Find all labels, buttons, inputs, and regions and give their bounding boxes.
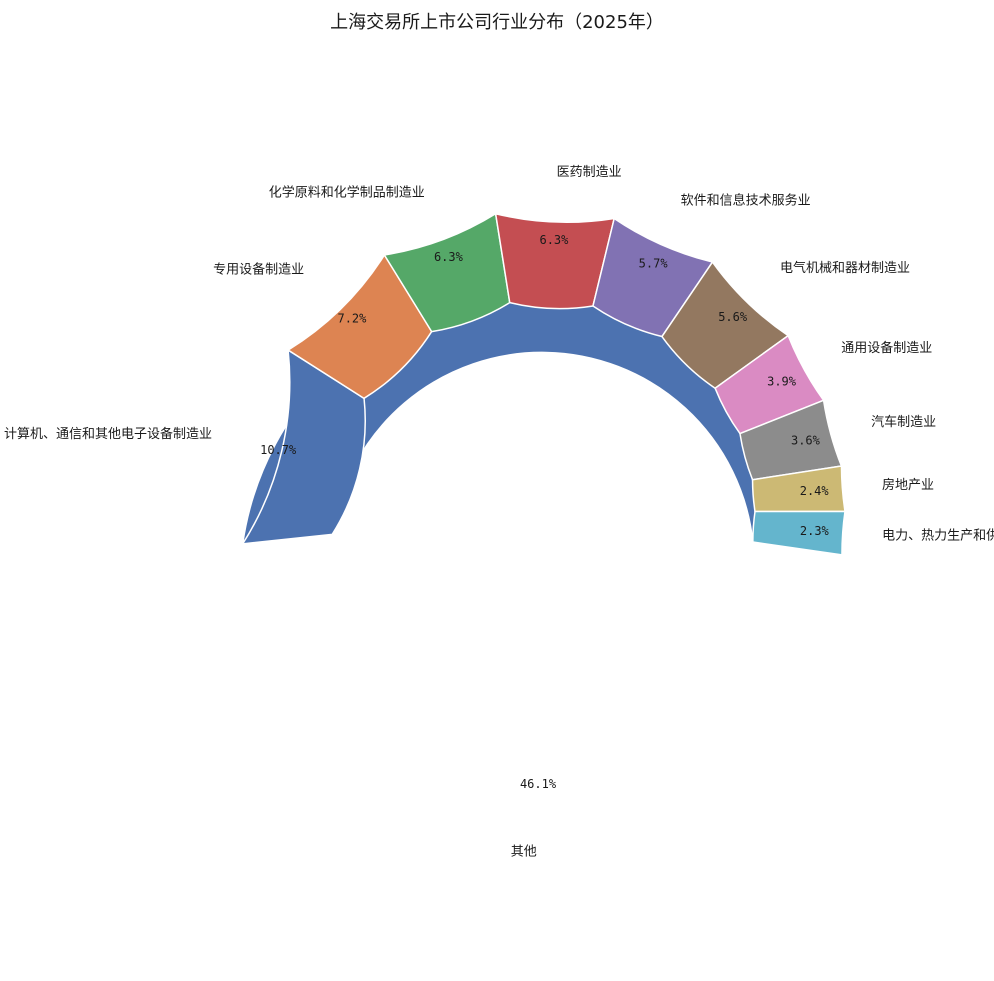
category-label-2: 专用设备制造业 bbox=[213, 262, 304, 278]
category-label-3: 化学原料和化学制品制造业 bbox=[269, 185, 425, 201]
percent-label-8: 3.6% bbox=[791, 434, 821, 448]
percent-label-4: 6.3% bbox=[539, 233, 569, 247]
percent-label-9: 2.4% bbox=[800, 484, 830, 498]
percent-label-3: 6.3% bbox=[434, 250, 464, 264]
category-label-1: 计算机、通信和其他电子设备制造业 bbox=[4, 426, 212, 442]
chart-title: 上海交易所上市公司行业分布（2025年） bbox=[330, 12, 664, 33]
category-label-10: 电力、热力生产和供应业 bbox=[882, 527, 994, 543]
slices-group bbox=[241, 212, 846, 556]
percent-label-6: 5.6% bbox=[718, 310, 748, 324]
percent-label-1: 10.7% bbox=[260, 443, 297, 457]
category-label-6: 电气机械和器材制造业 bbox=[780, 260, 910, 276]
percent-label-2: 7.2% bbox=[337, 311, 367, 325]
percent-labels-group: 46.1% 10.7% 7.2% 6.3% 6.3% 5.7% 5.6% 3.9% 3.6% 2.… bbox=[260, 233, 829, 791]
category-label-4: 医药制造业 bbox=[557, 165, 622, 180]
percent-label-10: 2.3% bbox=[800, 524, 830, 538]
category-label-7: 通用设备制造业 bbox=[841, 340, 932, 356]
category-label-9: 房地产业 bbox=[882, 477, 934, 493]
slice-10 bbox=[752, 510, 846, 556]
category-labels-group: 其他 计算机、通信和其他电子设备制造业 专用设备制造业 化学原料和化学制品制造业 医药制… bbox=[4, 165, 994, 860]
percent-label-5: 5.7% bbox=[639, 256, 669, 270]
category-label-0: 其他 bbox=[511, 844, 537, 859]
percent-label-7: 3.9% bbox=[767, 374, 797, 388]
category-label-5: 软件和信息技术服务业 bbox=[681, 193, 811, 209]
category-label-8: 汽车制造业 bbox=[871, 414, 936, 430]
percent-label-0: 46.1% bbox=[520, 777, 557, 791]
